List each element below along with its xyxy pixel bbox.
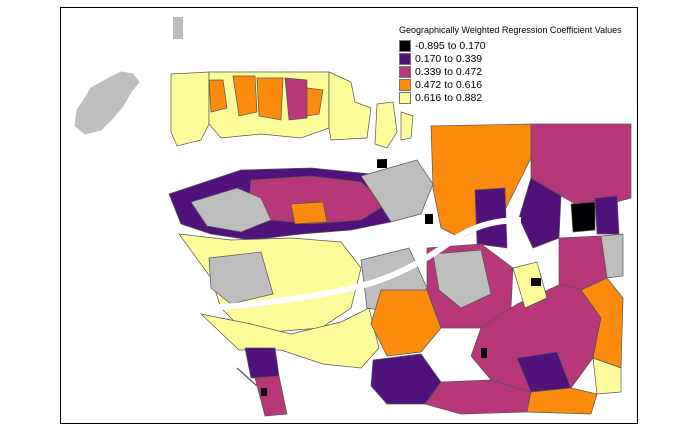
region-north-shore-east bbox=[328, 71, 372, 141]
legend-title: Geographically Weighted Regression Coeff… bbox=[399, 25, 622, 35]
legend-swatch bbox=[399, 65, 411, 78]
region-black-c bbox=[531, 278, 541, 286]
region-ns-magenta-1 bbox=[284, 77, 308, 121]
legend-item: 0.170 to 0.339 bbox=[399, 52, 622, 65]
region-black-d bbox=[481, 348, 487, 358]
legend-item: -0.895 to 0.170 bbox=[399, 39, 622, 52]
region-black-e bbox=[261, 388, 267, 396]
island-no-data bbox=[74, 71, 140, 135]
legend-label: 0.339 to 0.472 bbox=[415, 65, 483, 78]
region-east-purple-1 bbox=[474, 187, 508, 249]
region-belcarra bbox=[400, 111, 414, 141]
region-surrey-no-data bbox=[432, 249, 492, 309]
region-east-purple-2 bbox=[518, 177, 562, 249]
burrard-inlet bbox=[170, 146, 406, 160]
region-vancouver-orange bbox=[290, 201, 328, 225]
legend-item: 0.339 to 0.472 bbox=[399, 65, 622, 78]
legend-label: 0.472 to 0.616 bbox=[415, 78, 483, 91]
legend-item: 0.472 to 0.616 bbox=[399, 78, 622, 91]
region-ns-orange-4 bbox=[306, 87, 324, 117]
legend-swatch bbox=[399, 39, 411, 52]
region-south-surrey-orange bbox=[526, 387, 598, 415]
legend-label: 0.616 to 0.882 bbox=[415, 91, 483, 104]
region-black-a bbox=[377, 158, 387, 168]
legend-item: 0.616 to 0.882 bbox=[399, 91, 622, 104]
legend-swatch bbox=[399, 91, 411, 104]
map-frame: Geographically Weighted Regression Coeff… bbox=[60, 7, 638, 424]
region-langley-yellow bbox=[592, 357, 622, 395]
region-indian-arm bbox=[374, 101, 398, 149]
region-ns-orange-2 bbox=[232, 75, 258, 117]
choropleth-map bbox=[74, 17, 632, 417]
region-tsawwassen-purple bbox=[244, 347, 280, 379]
region-ns-orange-1 bbox=[208, 79, 228, 113]
islet-no-data bbox=[173, 17, 183, 39]
legend-swatch bbox=[399, 52, 411, 65]
region-east-black-1 bbox=[570, 201, 596, 233]
region-east-purple-3 bbox=[594, 195, 620, 235]
map-legend: Geographically Weighted Regression Coeff… bbox=[399, 25, 622, 104]
region-north-shore-west bbox=[170, 71, 210, 147]
region-tsawwassen-magenta bbox=[254, 375, 288, 417]
region-burnaby-no-data bbox=[360, 159, 434, 223]
region-black-b bbox=[425, 214, 433, 224]
region-surrey-yellow-1 bbox=[512, 261, 548, 309]
legend-label: -0.895 to 0.170 bbox=[415, 39, 486, 52]
region-richmond-no-data bbox=[208, 251, 274, 305]
region-ns-orange-3 bbox=[256, 77, 284, 121]
causeway-road bbox=[236, 367, 258, 387]
legend-label: 0.170 to 0.339 bbox=[415, 52, 483, 65]
fraser-river bbox=[210, 217, 522, 311]
region-vancouver-no-data bbox=[190, 187, 272, 233]
legend-swatch bbox=[399, 78, 411, 91]
